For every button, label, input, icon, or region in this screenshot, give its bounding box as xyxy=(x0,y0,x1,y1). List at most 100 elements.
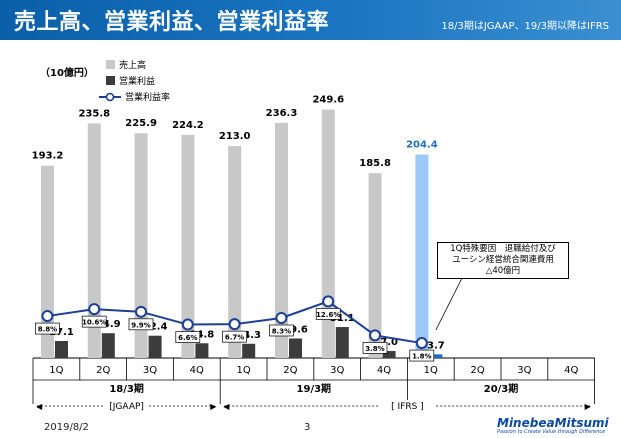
op-margin-label-box xyxy=(222,330,247,343)
quarter-tick-label: 2Q xyxy=(470,365,484,376)
sales-value-label: 204.4 xyxy=(406,140,438,151)
op-margin-point xyxy=(135,305,147,318)
footer-date: 2019/8/2 xyxy=(44,422,89,433)
op-margin-point xyxy=(88,303,101,316)
quarter-tick-label: 2Q xyxy=(96,365,110,376)
op-income-bar xyxy=(335,327,349,358)
op-margin-label-box xyxy=(362,341,388,354)
ifrs-label: [ IFRS ] xyxy=(391,402,424,412)
op-margin-label: 6.6% xyxy=(178,334,197,342)
logo-tagline: Passion to Create Value through Differen… xyxy=(497,429,606,435)
legend-sales-label: 売上高 xyxy=(119,59,146,71)
op-income-bar xyxy=(382,351,396,358)
op-margin-point xyxy=(415,337,428,350)
op-margin-point xyxy=(322,295,335,308)
sales-value-label: 193.2 xyxy=(32,151,64,162)
company-logo: MinebeaMitsumi Passion to Create Value t… xyxy=(497,416,609,435)
bracket-arrow-left: ◀ xyxy=(223,402,230,411)
bracket-arrow-right: ▶ xyxy=(210,402,217,411)
op-margin-label: 9.9% xyxy=(131,321,150,329)
op-income-bar xyxy=(101,333,115,358)
sales-bar xyxy=(368,173,382,358)
op-income-value-label: 24.9 xyxy=(96,319,121,330)
sales-bar xyxy=(181,134,195,358)
sales-bar xyxy=(134,133,148,358)
sales-bar xyxy=(41,165,54,358)
legend-op-income-swatch xyxy=(106,76,115,85)
op-margin-label-box xyxy=(35,322,60,335)
op-margin-label: 8.8% xyxy=(38,326,57,334)
op-margin-label-box xyxy=(409,349,435,362)
op-margin-point xyxy=(41,310,54,323)
op-income-bar xyxy=(148,335,162,358)
sales-value-label: 225.9 xyxy=(125,118,157,129)
op-income-bar xyxy=(195,343,209,358)
op-margin-label-box xyxy=(269,324,294,337)
op-income-bar xyxy=(55,340,68,358)
sales-value-label: 249.6 xyxy=(312,95,344,106)
legend-op-income-label: 営業利益 xyxy=(119,75,155,87)
quarter-tick-label: 2Q xyxy=(283,365,297,376)
quarter-tick-label: 3Q xyxy=(143,365,157,376)
legend-sales-swatch xyxy=(106,60,115,69)
legend-op-margin-label: 営業利益率 xyxy=(125,91,170,103)
callout-connector xyxy=(435,277,463,331)
op-income-bar xyxy=(289,338,302,358)
jgaap-label-bg xyxy=(104,400,149,412)
sales-bar xyxy=(415,154,429,358)
quarter-tick-label: 1Q xyxy=(424,365,438,376)
op-margin-label: 6.7% xyxy=(225,334,244,342)
op-margin-point xyxy=(275,311,288,324)
title-bar: 売上高、営業利益、営業利益率 18/3期はJGAAP、19/3期以降はIFRS xyxy=(0,0,621,40)
callout-line-2: ユーシン経営統合関連費用 xyxy=(452,255,554,265)
ifrs-label-bg xyxy=(379,400,436,412)
op-income-bar xyxy=(429,354,443,358)
fiscal-year-label: 19/3期 xyxy=(297,382,332,395)
unit-label: （10億円） xyxy=(40,68,94,79)
op-margin-label-box xyxy=(128,318,154,331)
op-income-bar xyxy=(242,343,256,358)
sales-value-label: 235.8 xyxy=(78,108,110,119)
op-income-value-label: 31.1 xyxy=(330,313,355,324)
op-margin-label-box xyxy=(175,331,201,343)
accounting-standard-note: 18/3期はJGAAP、19/3期以降はIFRS xyxy=(441,21,609,32)
sales-bar xyxy=(87,123,101,359)
op-margin-label: 8.3% xyxy=(272,327,291,335)
sales-value-label: 185.8 xyxy=(359,158,391,169)
op-income-value-label: 3.7 xyxy=(427,340,445,351)
fiscal-year-label: 18/3期 xyxy=(109,382,144,395)
op-margin-point xyxy=(228,318,241,331)
op-margin-label: 3.8% xyxy=(365,345,384,353)
op-income-value-label: 22.4 xyxy=(143,322,168,333)
sales-bar xyxy=(228,146,242,358)
quarter-tick-label: 4Q xyxy=(564,365,578,376)
quarter-tick-label: 4Q xyxy=(190,365,204,376)
sales-value-label: 213.0 xyxy=(219,131,251,142)
op-income-value-label: 17.1 xyxy=(49,327,74,338)
quarter-tick-label: 4Q xyxy=(377,365,391,376)
op-income-value-label: 19.6 xyxy=(283,324,308,335)
sales-value-label: 236.3 xyxy=(266,108,298,119)
quarter-tick-label: 1Q xyxy=(236,365,250,376)
sales-bar xyxy=(275,122,288,358)
sales-bar xyxy=(321,109,335,359)
fiscal-year-label: 20/3期 xyxy=(484,382,519,395)
page-number: 3 xyxy=(304,422,311,433)
logo-wordmark: MinebeaMitsumi xyxy=(497,416,609,430)
quarter-tick-label: 3Q xyxy=(330,365,344,376)
sales-value-label: 224.2 xyxy=(172,120,204,131)
bracket-arrow-left: ◀ xyxy=(36,402,43,411)
jgaap-label: [JGAAP] xyxy=(109,402,144,412)
op-margin-point xyxy=(369,329,381,342)
op-margin-point xyxy=(181,318,194,331)
callout-line-3: △40億円 xyxy=(485,266,521,276)
callout-line-1: 1Q特殊要因 退職給付及び xyxy=(450,244,556,254)
page-title: 売上高、営業利益、営業利益率 xyxy=(14,10,330,35)
quarter-tick-label: 3Q xyxy=(517,365,531,376)
bracket-arrow-right: ▶ xyxy=(585,402,592,411)
op-income-value-label: 14.8 xyxy=(190,329,215,340)
legend-op-margin-marker xyxy=(105,92,115,102)
op-income-value-label: 7.0 xyxy=(380,337,398,348)
